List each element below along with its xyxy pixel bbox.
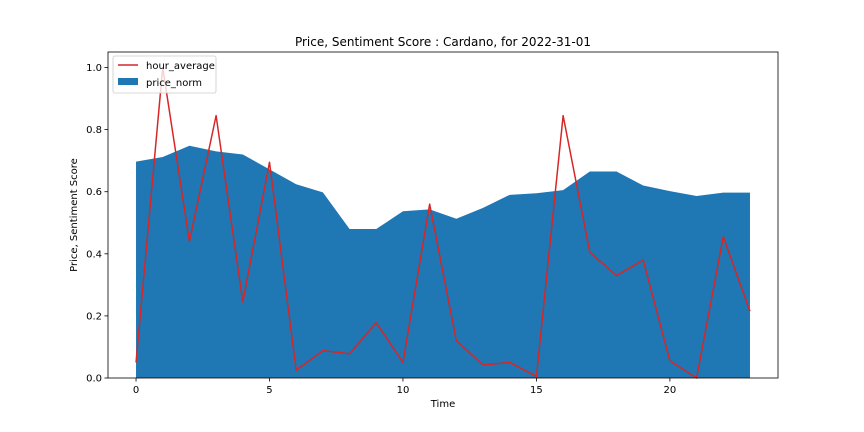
plot-frame (107, 51, 779, 379)
y-tick-label: 0.4 (86, 249, 102, 260)
plot-layer (135, 66, 751, 379)
chart-title: Price, Sentiment Score : Cardano, for 20… (295, 35, 591, 49)
legend-area-swatch (118, 78, 138, 85)
y-tick-label: 0.0 (86, 374, 102, 385)
x-tick-label: 20 (664, 385, 677, 396)
legend: hour_average price_norm (112, 55, 217, 94)
y-tick-label: 1.0 (86, 63, 102, 74)
x-tick-label: 5 (266, 385, 272, 396)
legend-box (112, 55, 217, 94)
y-tick-label: 0.8 (86, 125, 102, 136)
hour-average-line (135, 66, 751, 379)
y-axis: 0.0 0.2 0.4 0.6 0.8 1.0 (86, 63, 108, 385)
price-norm-area (136, 145, 750, 378)
x-axis-title: Time (430, 399, 455, 410)
y-tick-label: 0.6 (86, 187, 102, 198)
y-axis-title: Price, Sentiment Score (69, 158, 80, 272)
x-tick-label: 15 (530, 385, 543, 396)
x-axis: 0 5 10 15 20 (133, 378, 676, 396)
legend-label-price-norm: price_norm (146, 78, 202, 89)
x-tick-label: 10 (397, 385, 410, 396)
y-tick-label: 0.2 (86, 311, 102, 322)
legend-label-hour-average: hour_average (146, 61, 215, 72)
x-tick-label: 0 (133, 385, 139, 396)
